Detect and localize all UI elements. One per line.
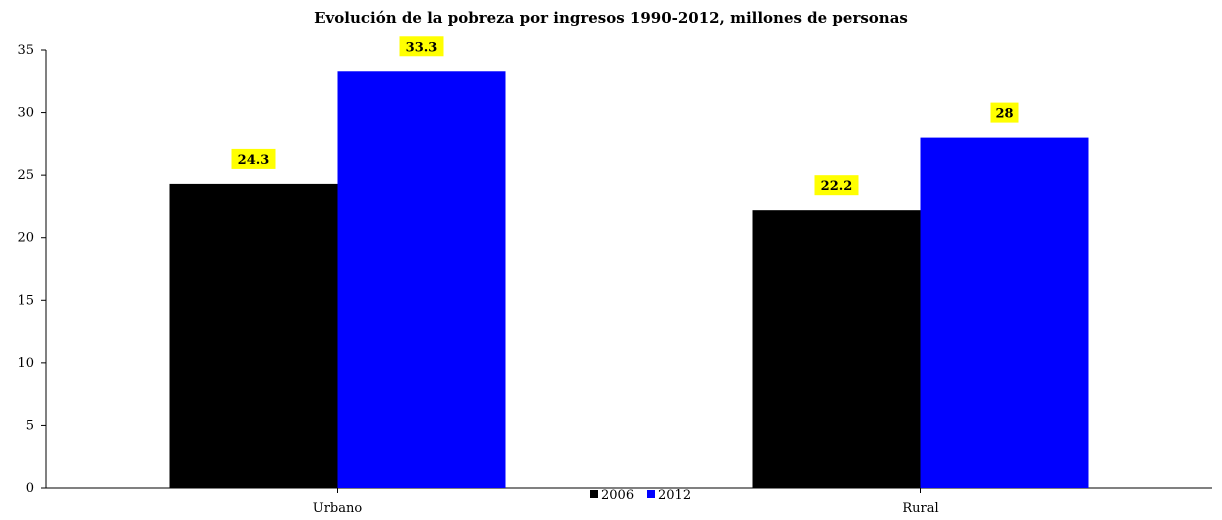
legend-label: 2012	[658, 488, 691, 503]
data-label: 28	[995, 107, 1013, 122]
legend-label: 2006	[601, 488, 634, 503]
data-label-background	[814, 175, 859, 196]
bar-urbano-2012	[337, 71, 506, 488]
x-tick-label: Rural	[902, 501, 938, 516]
legend-swatch-2012	[647, 490, 655, 498]
legend: 2006 2012	[590, 488, 691, 503]
bars	[169, 71, 1089, 488]
chart-title: Evolución de la pobreza por ingresos 199…	[314, 9, 908, 27]
y-tick-label: 10	[17, 356, 34, 371]
data-label: 24.3	[238, 153, 270, 168]
x-tick-label: Urbano	[313, 501, 363, 516]
data-label-background	[231, 148, 276, 169]
y-tick-label: 15	[17, 293, 34, 308]
y-tick-label: 35	[17, 43, 34, 58]
data-label-background	[990, 102, 1019, 123]
data-labels: 24.3 33.3 22.2 28	[231, 36, 1019, 196]
y-tick-label: 5	[26, 418, 34, 433]
y-tick-label: 25	[17, 168, 34, 183]
y-tick-label: 20	[17, 231, 34, 246]
data-label-background	[399, 36, 444, 57]
bar-rural-2012	[920, 137, 1089, 488]
bar-rural-2006	[752, 210, 921, 488]
y-tick-label: 0	[26, 481, 34, 496]
data-label: 33.3	[406, 40, 438, 55]
y-tick-label: 30	[17, 106, 34, 121]
y-axis: 0 5 10 15 20 25 30 35	[17, 43, 47, 496]
bar-urbano-2006	[169, 183, 338, 488]
legend-swatch-2006	[590, 490, 598, 498]
data-label: 22.2	[821, 179, 853, 194]
